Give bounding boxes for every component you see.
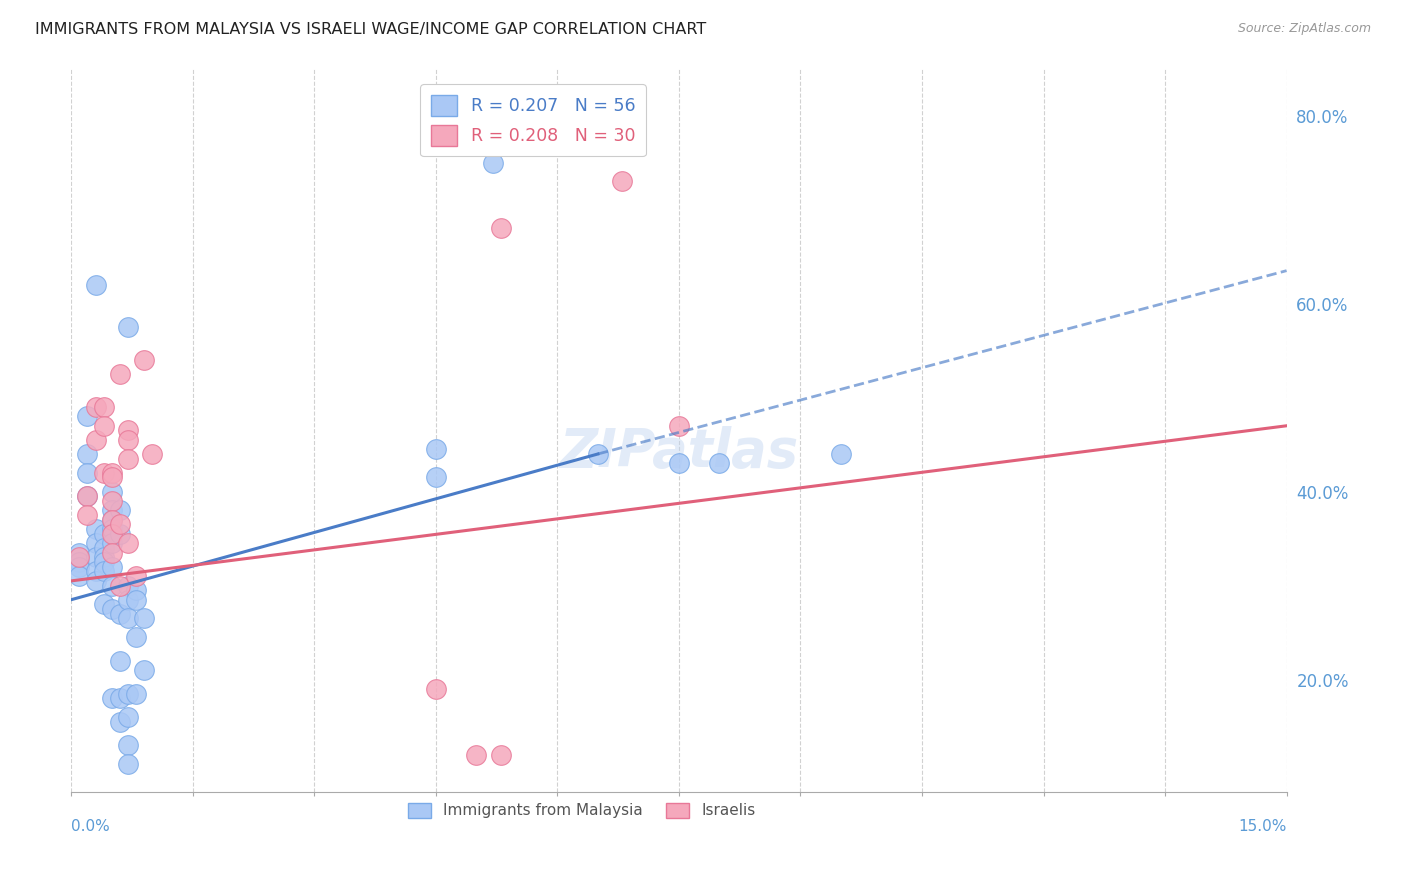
Point	[125, 583, 148, 598]
Point	[100, 559, 122, 574]
Point	[108, 367, 131, 381]
Point	[481, 155, 503, 169]
Point	[108, 607, 131, 621]
Point	[709, 456, 731, 470]
Point	[100, 513, 122, 527]
Point	[93, 418, 115, 433]
Point	[84, 277, 107, 292]
Point	[67, 559, 90, 574]
Point	[117, 451, 139, 466]
Point	[100, 484, 122, 499]
Point	[465, 747, 488, 762]
Point	[84, 536, 107, 550]
Point	[100, 578, 122, 592]
Point	[425, 470, 447, 484]
Point	[76, 508, 98, 522]
Point	[100, 503, 122, 517]
Point	[108, 578, 131, 592]
Point	[84, 574, 107, 588]
Point	[84, 522, 107, 536]
Point	[586, 447, 609, 461]
Point	[668, 456, 690, 470]
Point	[489, 221, 512, 235]
Point	[134, 353, 156, 368]
Point	[117, 424, 139, 438]
Point	[117, 320, 139, 334]
Point	[76, 489, 98, 503]
Point	[134, 611, 156, 625]
Point	[108, 527, 131, 541]
Point	[117, 611, 139, 625]
Point	[100, 513, 122, 527]
Point	[125, 592, 148, 607]
Point	[108, 714, 131, 729]
Point	[93, 555, 115, 569]
Legend: Immigrants from Malaysia, Israelis: Immigrants from Malaysia, Israelis	[402, 797, 762, 824]
Text: IMMIGRANTS FROM MALAYSIA VS ISRAELI WAGE/INCOME GAP CORRELATION CHART: IMMIGRANTS FROM MALAYSIA VS ISRAELI WAGE…	[35, 22, 706, 37]
Point	[93, 565, 115, 579]
Point	[830, 447, 852, 461]
Point	[84, 565, 107, 579]
Point	[125, 687, 148, 701]
Point	[108, 654, 131, 668]
Point	[117, 687, 139, 701]
Point	[67, 555, 90, 569]
Point	[100, 466, 122, 480]
Point	[117, 578, 139, 592]
Point	[489, 747, 512, 762]
Point	[93, 466, 115, 480]
Point	[100, 470, 122, 484]
Point	[117, 592, 139, 607]
Point	[93, 400, 115, 414]
Point	[93, 598, 115, 612]
Point	[76, 489, 98, 503]
Point	[84, 400, 107, 414]
Point	[67, 569, 90, 583]
Point	[117, 536, 139, 550]
Point	[100, 494, 122, 508]
Point	[668, 418, 690, 433]
Point	[100, 527, 122, 541]
Point	[76, 409, 98, 424]
Point	[108, 503, 131, 517]
Point	[134, 663, 156, 677]
Point	[76, 466, 98, 480]
Point	[100, 546, 122, 560]
Point	[100, 602, 122, 616]
Point	[425, 681, 447, 696]
Point	[67, 550, 90, 565]
Point	[117, 433, 139, 447]
Point	[117, 710, 139, 724]
Point	[612, 174, 634, 188]
Point	[93, 541, 115, 555]
Point	[76, 447, 98, 461]
Point	[100, 522, 122, 536]
Text: 0.0%: 0.0%	[72, 819, 110, 834]
Point	[108, 517, 131, 532]
Point	[93, 550, 115, 565]
Point	[100, 691, 122, 706]
Point	[117, 739, 139, 753]
Point	[84, 433, 107, 447]
Point	[108, 691, 131, 706]
Point	[117, 757, 139, 772]
Point	[100, 536, 122, 550]
Point	[141, 447, 163, 461]
Text: 15.0%: 15.0%	[1239, 819, 1286, 834]
Point	[67, 546, 90, 560]
Point	[84, 550, 107, 565]
Text: ZIPatlas: ZIPatlas	[560, 426, 799, 478]
Point	[125, 569, 148, 583]
Point	[125, 630, 148, 644]
Text: Source: ZipAtlas.com: Source: ZipAtlas.com	[1237, 22, 1371, 36]
Point	[93, 527, 115, 541]
Point	[425, 442, 447, 457]
